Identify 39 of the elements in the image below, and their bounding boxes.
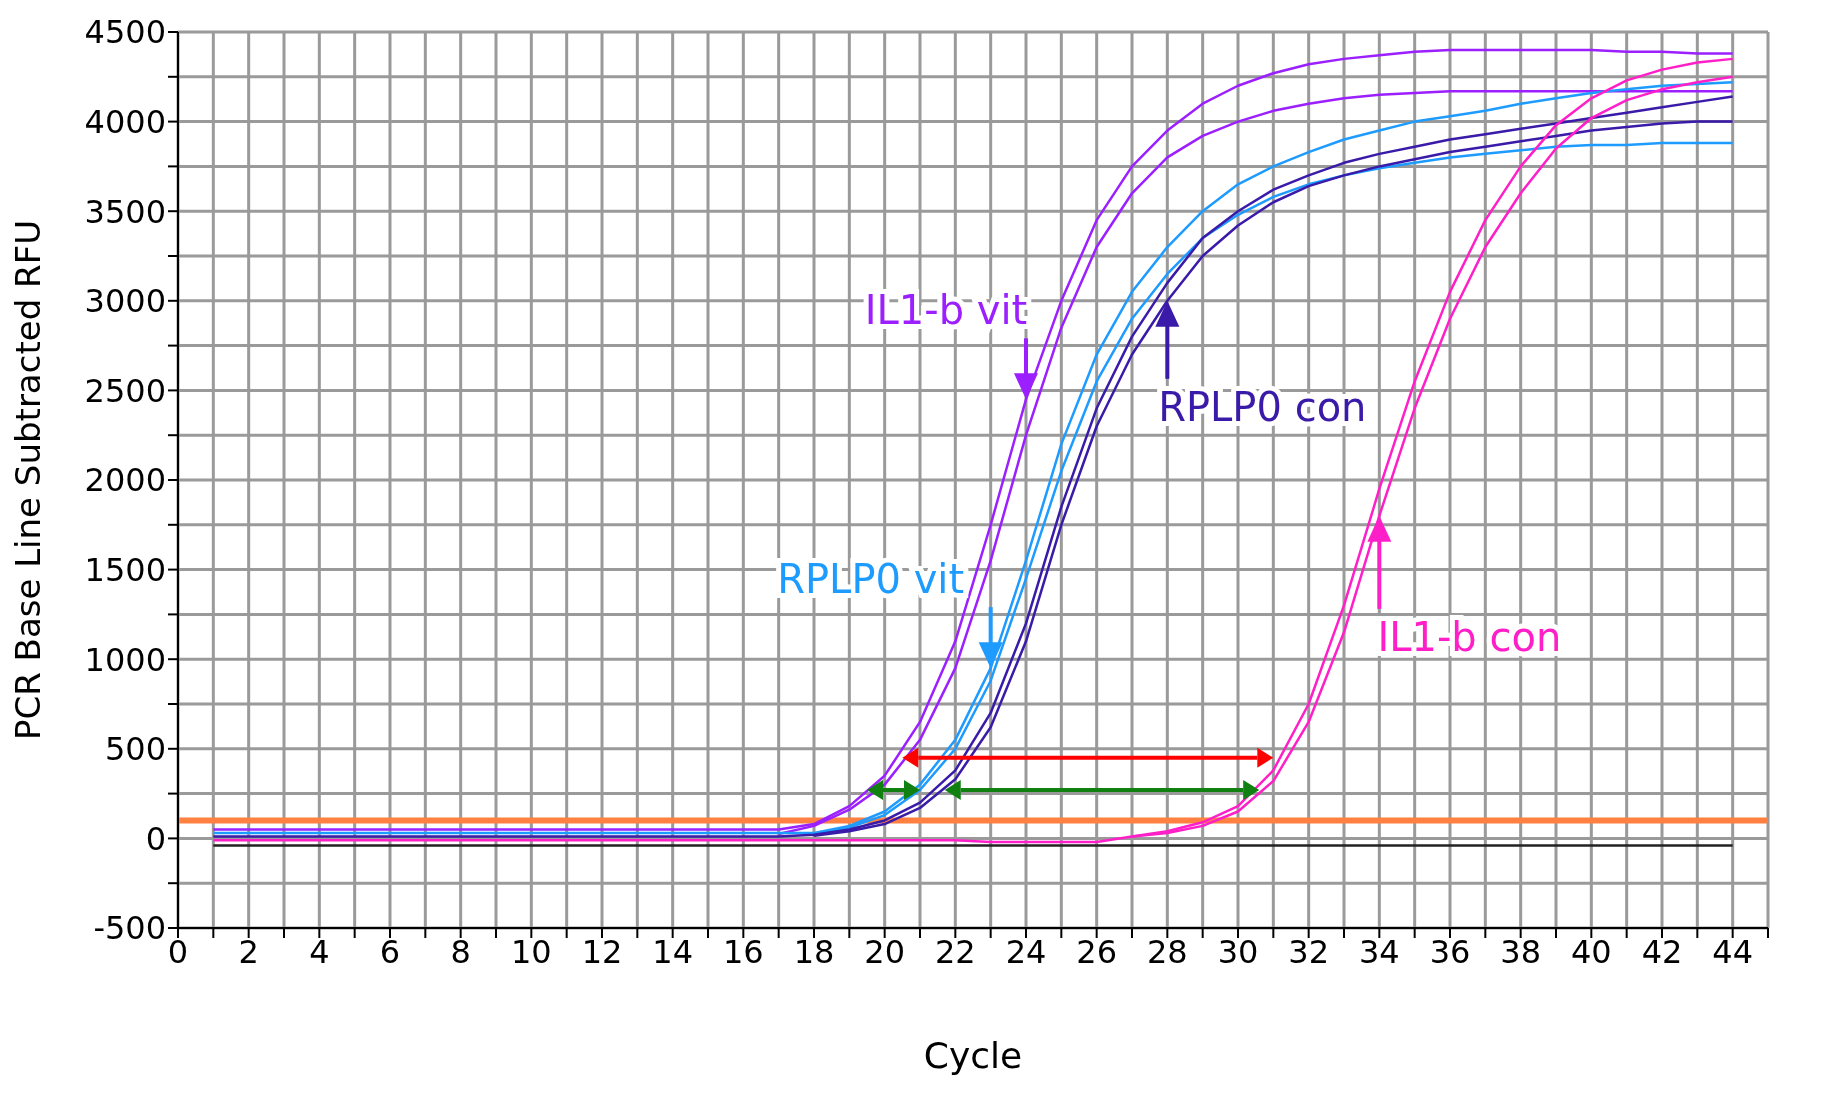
y-tick-label: -500	[93, 909, 166, 948]
y-tick-label: 500	[104, 730, 166, 769]
y-tick-label: 0	[145, 819, 166, 858]
y-tick-label: 1000	[84, 640, 166, 679]
x-tick-label: 22	[934, 932, 976, 971]
x-tick-label: 18	[793, 932, 835, 971]
x-tick-label: 42	[1641, 932, 1683, 971]
x-tick-label: 10	[510, 932, 552, 971]
x-tick-label: 8	[450, 932, 471, 971]
x-tick-label: 38	[1500, 932, 1542, 971]
y-axis-title: PCR Base Line Subtracted RFU	[8, 219, 49, 741]
y-tick-label: 2000	[84, 461, 166, 500]
x-tick-label: 34	[1358, 932, 1400, 971]
x-tick-label: 26	[1076, 932, 1118, 971]
x-tick-label: 12	[581, 932, 623, 971]
annotation: IL1-b con	[1377, 613, 1562, 660]
x-tick-label: 24	[1005, 932, 1047, 971]
x-axis-title: Cycle	[923, 1035, 1023, 1076]
x-tick-label: 2	[238, 932, 259, 971]
x-tick-label: 20	[864, 932, 906, 971]
annotation: RPLP0 con	[1158, 383, 1367, 430]
x-tick-label: 28	[1146, 932, 1188, 971]
x-tick-label: 30	[1217, 932, 1259, 971]
y-tick-label: 4000	[84, 102, 166, 141]
x-tick-label: 36	[1429, 932, 1471, 971]
x-tick-label: 14	[652, 932, 694, 971]
x-tick-label: 44	[1712, 932, 1754, 971]
y-tick-label: 3000	[84, 282, 166, 321]
y-tick-label: 2500	[84, 371, 166, 410]
y-tick-label: 3500	[84, 192, 166, 231]
x-tick-label: 32	[1288, 932, 1330, 971]
x-tick-label: 16	[722, 932, 764, 971]
y-tick-label: 1500	[84, 550, 166, 589]
x-tick-label: 6	[379, 932, 401, 971]
annotation: RPLP0 vit	[777, 556, 965, 603]
x-tick-label: 40	[1570, 932, 1612, 971]
y-tick-label: 4500	[84, 13, 166, 52]
x-tick-label: 4	[309, 932, 330, 971]
annotation: IL1-b vit	[864, 287, 1028, 334]
